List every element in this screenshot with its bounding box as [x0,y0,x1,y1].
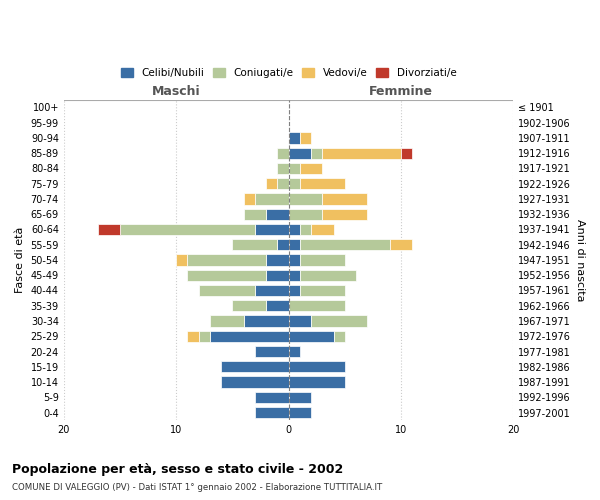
Bar [187,330,199,342]
Bar [300,132,311,143]
Bar [289,376,345,388]
Bar [334,330,345,342]
Bar [289,254,300,266]
Bar [390,239,412,250]
Bar [300,270,356,281]
Bar [266,178,277,190]
Bar [300,285,345,296]
Bar [289,163,300,174]
Bar [300,178,345,190]
Bar [311,316,367,326]
Bar [322,194,367,204]
Bar [289,346,300,357]
Bar [255,346,289,357]
Bar [289,194,322,204]
Bar [300,254,345,266]
Bar [300,163,322,174]
Bar [289,132,300,143]
Bar [277,163,289,174]
Bar [244,316,289,326]
Bar [277,178,289,190]
Bar [232,300,266,312]
Bar [221,376,289,388]
Bar [199,330,210,342]
Bar [277,239,289,250]
Bar [187,254,266,266]
Bar [322,208,367,220]
Bar [255,392,289,403]
Bar [255,224,289,235]
Y-axis label: Fasce di età: Fasce di età [15,227,25,293]
Bar [289,148,311,159]
Bar [244,208,266,220]
Bar [255,407,289,418]
Text: COMUNE DI VALEGGIO (PV) - Dati ISTAT 1° gennaio 2002 - Elaborazione TUTTITALIA.I: COMUNE DI VALEGGIO (PV) - Dati ISTAT 1° … [12,482,382,492]
Bar [266,270,289,281]
Bar [289,208,322,220]
Y-axis label: Anni di nascita: Anni di nascita [575,218,585,301]
Bar [244,194,255,204]
Bar [221,361,289,372]
Bar [187,270,266,281]
Bar [266,254,289,266]
Bar [266,300,289,312]
Bar [311,148,322,159]
Bar [300,239,390,250]
Bar [322,148,401,159]
Bar [266,208,289,220]
Bar [311,224,334,235]
Bar [289,361,345,372]
Bar [289,224,300,235]
Bar [120,224,255,235]
Bar [289,300,345,312]
Bar [199,285,255,296]
Bar [289,285,300,296]
Text: Maschi: Maschi [152,84,200,98]
Bar [277,148,289,159]
Bar [289,316,311,326]
Bar [232,239,277,250]
Bar [210,316,244,326]
Bar [300,224,311,235]
Bar [289,270,300,281]
Bar [289,330,334,342]
Bar [289,407,311,418]
Text: Popolazione per età, sesso e stato civile - 2002: Popolazione per età, sesso e stato civil… [12,462,343,475]
Bar [176,254,187,266]
Bar [98,224,120,235]
Bar [289,178,300,190]
Bar [255,285,289,296]
Bar [289,392,311,403]
Text: Femmine: Femmine [369,84,433,98]
Bar [289,239,300,250]
Legend: Celibi/Nubili, Coniugati/e, Vedovi/e, Divorziati/e: Celibi/Nubili, Coniugati/e, Vedovi/e, Di… [116,64,461,82]
Bar [255,194,289,204]
Bar [210,330,289,342]
Bar [401,148,412,159]
